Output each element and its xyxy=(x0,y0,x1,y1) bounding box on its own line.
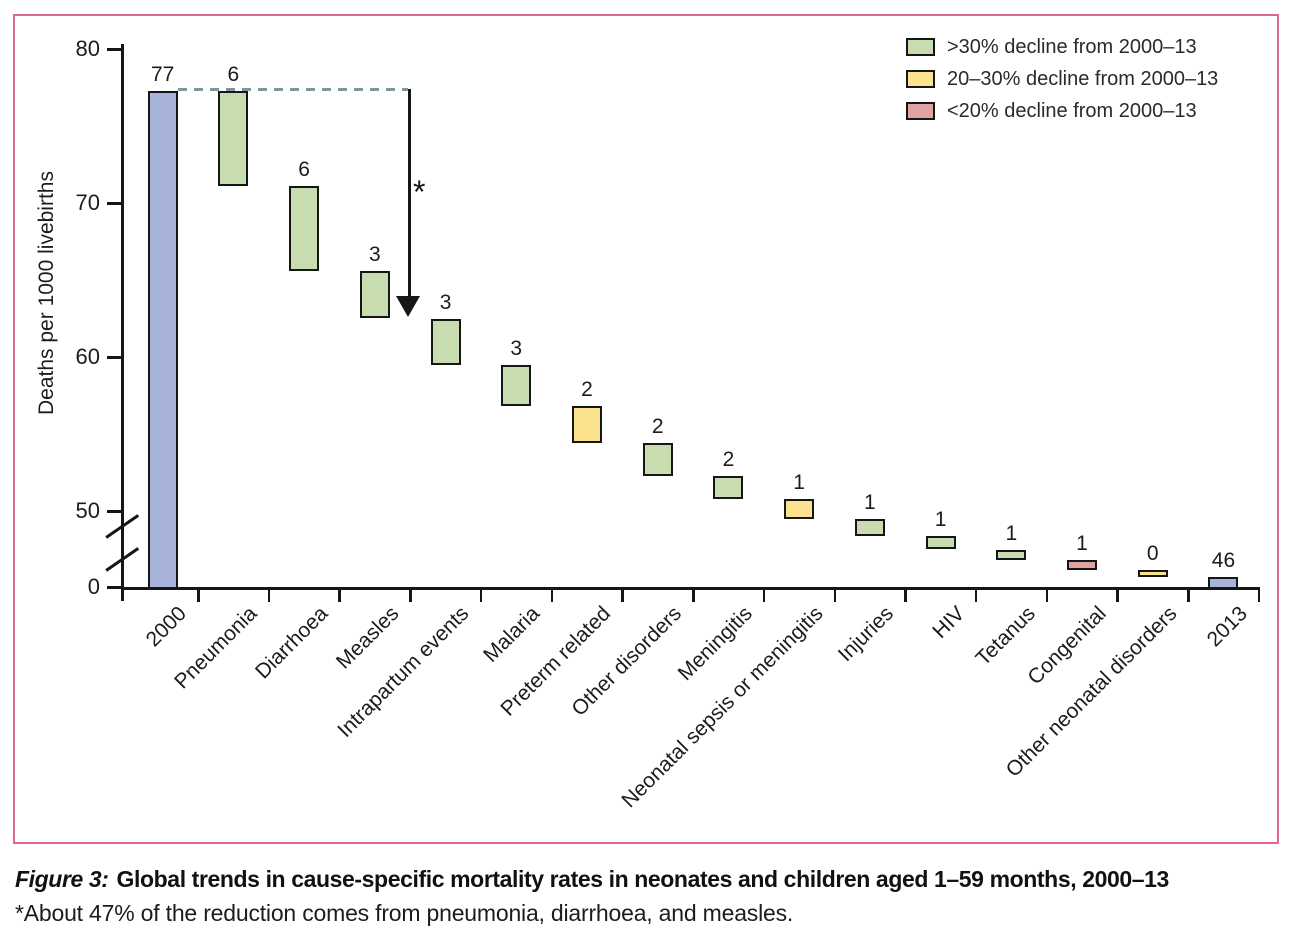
bar-value-label: 0 xyxy=(1146,541,1159,565)
figure-caption: Figure 3: Global trends in cause-specific… xyxy=(15,866,1287,927)
x-tick xyxy=(974,589,978,602)
x-tick xyxy=(479,589,483,602)
caption-title-line: Figure 3: Global trends in cause-specific… xyxy=(15,866,1287,893)
x-tick xyxy=(409,589,412,602)
x-tick xyxy=(833,589,836,602)
bar-value-label: 1 xyxy=(864,490,876,514)
legend-label: <20% decline from 2000–13 xyxy=(947,99,1197,122)
x-category-label-text: HIV xyxy=(927,602,969,644)
bar-value-label: 1 xyxy=(934,507,947,531)
reference-dashed-line xyxy=(178,87,408,91)
cause-bar xyxy=(1067,560,1098,570)
x-category-label-text: Malaria xyxy=(479,602,545,667)
y-tick-label: 70 xyxy=(75,190,100,215)
cause-bar xyxy=(854,518,885,536)
bar-value-label: 2 xyxy=(581,378,593,402)
x-tick xyxy=(904,589,907,602)
x-category-label-text: 2013 xyxy=(1202,602,1252,652)
cause-bar xyxy=(359,270,390,319)
y-tick-label: 80 xyxy=(75,36,100,61)
x-tick xyxy=(550,589,554,602)
legend-entry: >30% decline from 2000–13 xyxy=(906,35,1218,58)
cause-bar xyxy=(218,90,249,187)
legend-swatch xyxy=(906,38,935,56)
x-tick xyxy=(197,589,200,602)
cause-bar xyxy=(1137,569,1168,578)
x-category-label-text: Measles xyxy=(331,602,404,674)
bar-value-label: 46 xyxy=(1211,549,1236,573)
total-bar-2000 xyxy=(147,90,178,589)
bar-value-label: 2 xyxy=(651,415,664,439)
x-tick xyxy=(621,589,624,602)
cause-bar xyxy=(642,443,673,476)
bar-value-label: 3 xyxy=(439,290,452,314)
y-tick-label: 0 xyxy=(87,574,100,599)
bar-value-label: 3 xyxy=(368,242,381,266)
cause-bar xyxy=(289,186,320,271)
cause-bar xyxy=(501,364,532,407)
y-tick xyxy=(107,356,121,359)
y-tick-label: 60 xyxy=(75,344,100,369)
bar-value-label: 1 xyxy=(1005,521,1018,545)
bar-value-label: 2 xyxy=(722,447,735,471)
bar-value-label: 6 xyxy=(298,158,310,182)
y-tick-label: 50 xyxy=(75,498,100,523)
arrow-asterisk: * xyxy=(413,174,426,210)
caption-title: Global trends in cause-specific mortalit… xyxy=(116,866,1170,892)
x-tick xyxy=(1045,589,1049,602)
x-tick xyxy=(338,589,341,602)
legend-label: >30% decline from 2000–13 xyxy=(947,35,1197,58)
bar-value-label: 3 xyxy=(510,336,523,360)
legend-swatch xyxy=(906,102,935,120)
bar-value-label: 6 xyxy=(227,62,240,86)
x-tick xyxy=(762,589,766,602)
legend-label: 20–30% decline from 2000–13 xyxy=(947,67,1219,90)
legend-swatch xyxy=(906,70,935,88)
cause-bar xyxy=(784,498,815,519)
x-category-label-text: 2000 xyxy=(141,602,191,652)
bar-value-label: 1 xyxy=(1076,532,1088,556)
cause-bar xyxy=(996,549,1027,561)
cause-bar xyxy=(713,475,744,499)
caption-footnote: *About 47% of the reduction comes from p… xyxy=(15,900,794,926)
legend: >30% decline from 2000–13 20–30% decline … xyxy=(906,35,1219,134)
x-category-label-text: Injuries xyxy=(833,602,899,667)
x-tick xyxy=(267,589,271,602)
cause-bar xyxy=(430,318,461,365)
x-tick xyxy=(692,589,695,602)
x-category-label-text: Tetanus xyxy=(971,602,1040,671)
legend-entry: <20% decline from 2000–13 xyxy=(906,99,1218,122)
x-category-label-text: Diarrhoea xyxy=(250,602,333,684)
x-tick xyxy=(1116,589,1119,602)
y-tick xyxy=(107,586,121,589)
legend-entry: 20–30% decline from 2000–13 xyxy=(906,67,1219,90)
x-category-label-text: Intrapartum events xyxy=(333,602,474,743)
y-axis xyxy=(121,44,124,601)
cause-bar xyxy=(571,406,602,444)
y-tick xyxy=(107,510,121,513)
bar-value-label: 1 xyxy=(793,470,805,494)
cause-bar xyxy=(925,535,956,550)
y-tick xyxy=(107,48,121,51)
figure-number-label: Figure 3: xyxy=(15,866,109,892)
x-tick xyxy=(1257,589,1261,602)
x-axis xyxy=(121,587,1260,590)
x-tick xyxy=(1187,589,1190,602)
bar-value-label: 77 xyxy=(150,62,175,86)
reduction-arrow-head xyxy=(395,296,420,317)
y-tick xyxy=(107,202,121,205)
total-bar-2013 xyxy=(1208,577,1239,589)
reduction-arrow-line xyxy=(407,89,411,298)
